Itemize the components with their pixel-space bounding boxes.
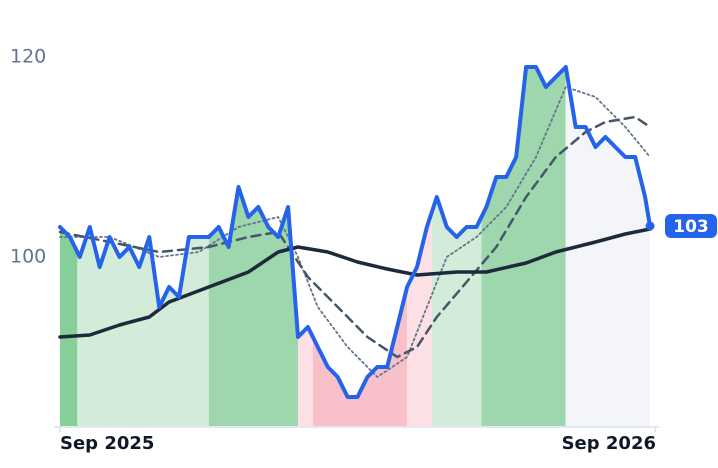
x-tick-label: Sep 2026 xyxy=(562,433,656,454)
value-badge xyxy=(665,214,717,238)
series-line xyxy=(58,115,652,359)
regime-band xyxy=(431,197,482,427)
series-line xyxy=(58,227,652,339)
regime-band xyxy=(60,227,78,427)
regime-band xyxy=(407,211,432,427)
y-tick-label: 100 xyxy=(10,246,46,268)
x-tick-label: Sep 2025 xyxy=(60,433,154,454)
regime-band xyxy=(208,187,298,427)
last-point xyxy=(645,221,655,231)
regime-band xyxy=(298,327,313,427)
regime-band xyxy=(481,67,566,427)
y-tick-label: 120 xyxy=(10,46,46,68)
value-label: 103 xyxy=(673,217,709,237)
series-line xyxy=(59,86,651,378)
regime-band xyxy=(312,287,408,427)
regime-band xyxy=(77,227,209,427)
series-line xyxy=(58,65,652,399)
